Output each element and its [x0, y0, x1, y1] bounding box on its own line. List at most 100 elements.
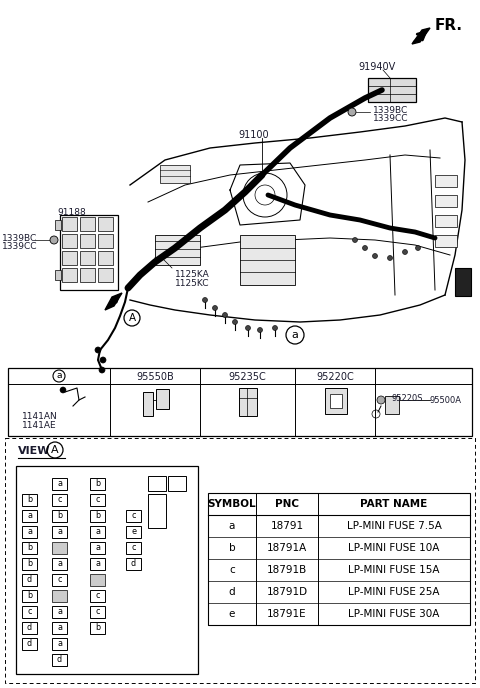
Text: c: c: [57, 495, 62, 504]
Circle shape: [377, 396, 385, 404]
Text: 91940V: 91940V: [358, 62, 395, 72]
Text: a: a: [229, 521, 235, 531]
Text: 91100: 91100: [238, 130, 269, 140]
Bar: [52, 622, 67, 634]
Text: A: A: [51, 445, 59, 455]
Bar: [52, 542, 67, 554]
Bar: [98, 234, 113, 248]
Circle shape: [213, 305, 217, 310]
Circle shape: [232, 319, 238, 325]
Text: LP-MINI FUSE 7.5A: LP-MINI FUSE 7.5A: [347, 521, 442, 531]
Text: c: c: [131, 511, 136, 521]
Bar: [62, 268, 77, 282]
Bar: [148, 476, 166, 491]
Bar: [455, 268, 471, 296]
Bar: [60, 215, 118, 290]
Text: PNC: PNC: [275, 499, 299, 509]
Text: 95220S: 95220S: [392, 394, 423, 403]
Bar: [126, 558, 141, 570]
Text: d: d: [27, 623, 32, 632]
Bar: [22, 606, 37, 618]
Text: 1125KC: 1125KC: [175, 279, 209, 288]
Text: b: b: [95, 623, 100, 632]
Text: 95550B: 95550B: [136, 372, 174, 382]
Bar: [22, 638, 37, 650]
Text: a: a: [27, 511, 32, 521]
Bar: [168, 476, 186, 491]
Text: b: b: [95, 480, 100, 488]
Text: LP-MINI FUSE 30A: LP-MINI FUSE 30A: [348, 609, 440, 619]
Bar: [208, 493, 470, 625]
Bar: [325, 388, 347, 414]
Bar: [90, 542, 105, 554]
Text: c: c: [131, 544, 136, 552]
Bar: [90, 478, 105, 490]
Bar: [55, 270, 61, 280]
Bar: [368, 78, 416, 102]
Text: LP-MINI FUSE 15A: LP-MINI FUSE 15A: [348, 565, 440, 575]
Circle shape: [95, 347, 101, 353]
Circle shape: [348, 108, 356, 116]
Bar: [52, 638, 67, 650]
Text: b: b: [57, 511, 62, 521]
Circle shape: [273, 325, 277, 330]
Text: a: a: [95, 544, 100, 552]
Text: a: a: [291, 330, 299, 340]
Text: c: c: [95, 592, 100, 601]
Text: c: c: [229, 565, 235, 575]
Text: d: d: [228, 587, 235, 597]
Text: b: b: [27, 592, 32, 601]
Bar: [52, 478, 67, 490]
Text: b: b: [228, 543, 235, 553]
Bar: [98, 251, 113, 265]
Text: b: b: [95, 511, 100, 521]
Text: a: a: [57, 528, 62, 537]
Text: 1125KA: 1125KA: [175, 270, 210, 279]
Text: c: c: [57, 575, 62, 585]
Circle shape: [245, 325, 251, 330]
Bar: [8, 368, 472, 436]
Bar: [160, 165, 190, 183]
Bar: [155, 235, 200, 265]
Bar: [126, 542, 141, 554]
Text: e: e: [131, 528, 136, 537]
Bar: [80, 217, 95, 231]
Text: c: c: [27, 608, 32, 616]
Text: 18791D: 18791D: [266, 587, 308, 597]
Bar: [90, 526, 105, 538]
Text: 1339CC: 1339CC: [2, 242, 37, 251]
Bar: [22, 590, 37, 602]
Bar: [156, 389, 169, 409]
Text: a: a: [56, 372, 62, 380]
Text: FR.: FR.: [435, 18, 463, 33]
Circle shape: [100, 357, 106, 363]
Text: a: a: [57, 480, 62, 488]
Bar: [90, 510, 105, 522]
Bar: [126, 510, 141, 522]
Text: 18791E: 18791E: [267, 609, 307, 619]
Text: VIEW: VIEW: [18, 446, 50, 456]
Text: PART NAME: PART NAME: [360, 499, 428, 509]
Text: 1339BC: 1339BC: [2, 234, 37, 243]
Circle shape: [203, 297, 207, 303]
Circle shape: [60, 387, 66, 393]
Bar: [52, 574, 67, 586]
Circle shape: [257, 327, 263, 332]
Text: 1141AN: 1141AN: [22, 412, 58, 421]
Text: 18791: 18791: [270, 521, 303, 531]
Bar: [148, 494, 166, 528]
Text: d: d: [57, 656, 62, 665]
Text: 1141AE: 1141AE: [22, 421, 57, 430]
Text: LP-MINI FUSE 25A: LP-MINI FUSE 25A: [348, 587, 440, 597]
Bar: [52, 558, 67, 570]
Text: a: a: [57, 640, 62, 649]
Bar: [22, 622, 37, 634]
Bar: [90, 606, 105, 618]
Bar: [435, 215, 457, 227]
Bar: [239, 388, 257, 416]
Circle shape: [403, 250, 408, 255]
Text: 91188: 91188: [58, 208, 86, 217]
Text: a: a: [57, 559, 62, 568]
Bar: [435, 195, 457, 207]
Bar: [240, 235, 295, 285]
